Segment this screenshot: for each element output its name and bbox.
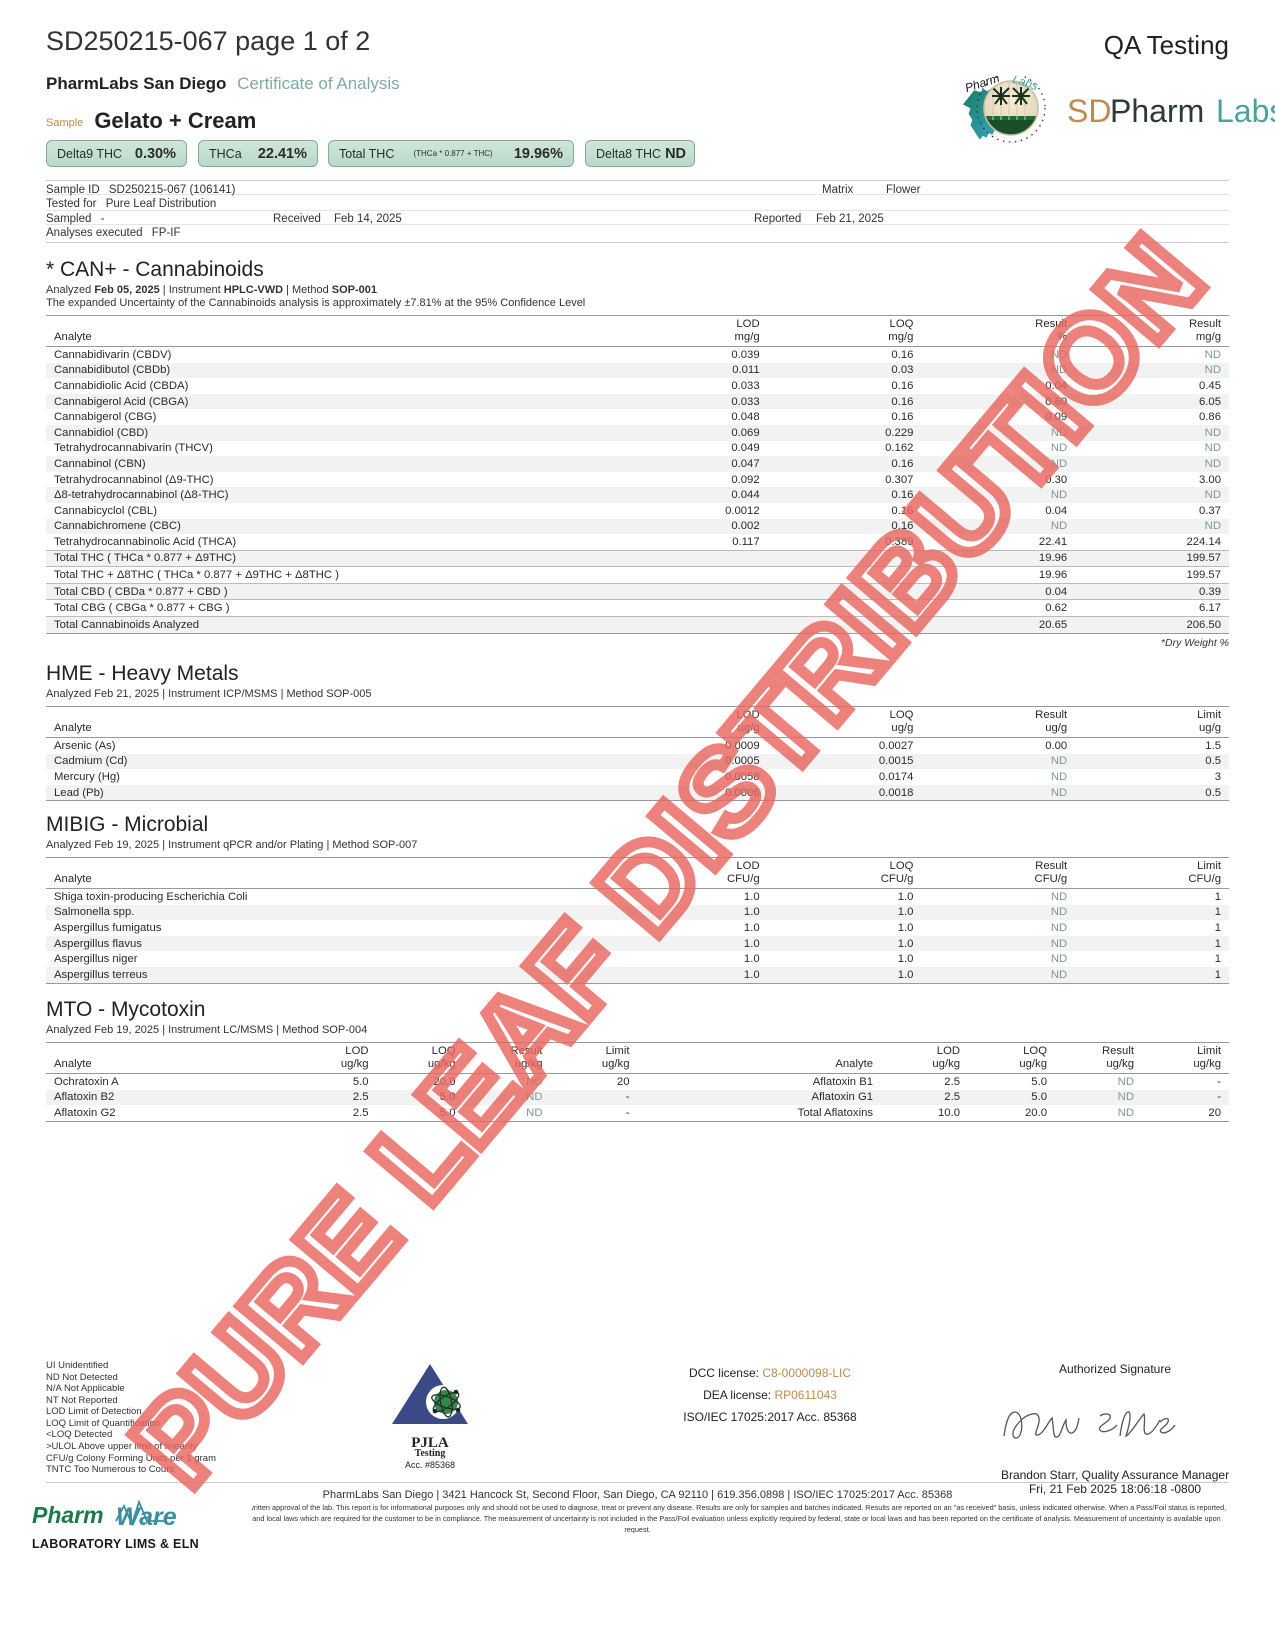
svg-text:SD: SD — [1067, 93, 1111, 129]
svg-text:Pharm: Pharm — [1110, 93, 1204, 129]
svg-text:Labs: Labs — [1216, 93, 1275, 129]
svg-text:Pharm: Pharm — [32, 1502, 104, 1528]
